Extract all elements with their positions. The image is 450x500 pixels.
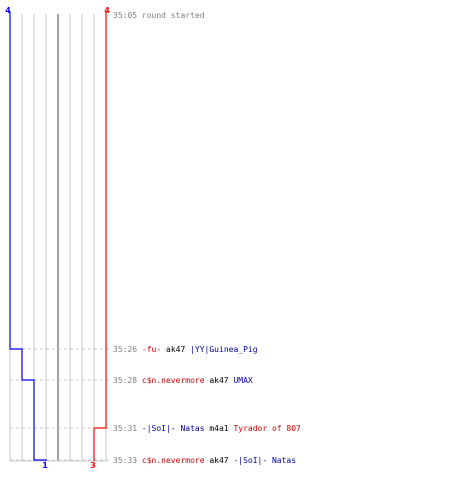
event-row: 35:31 -|SoI|- Natas m4a1 Tyrador of 807 <box>113 424 301 433</box>
blue-team-line <box>9 12 47 461</box>
red-team-line <box>93 12 107 461</box>
event-weapon: ak47 <box>205 376 229 385</box>
blue-start-count: 4 <box>5 6 11 15</box>
grid <box>9 14 107 462</box>
event-weapon: m4a1 <box>205 424 229 433</box>
event-victim: |YY|Guinea_Pig <box>185 345 257 354</box>
event-victim: -|SoI|- Natas <box>229 456 297 465</box>
event-killer: -|SoI|- Natas <box>137 424 205 433</box>
blue-end-count: 1 <box>42 461 48 470</box>
event-time: 35:26 <box>113 345 137 354</box>
event-time: 35:33 <box>113 456 137 465</box>
event-killer: -fu- <box>137 345 161 354</box>
event-killer: c$n.nevermore <box>137 456 205 465</box>
red-end-count: 3 <box>90 461 96 470</box>
event-row: 35:05 round started <box>113 11 205 20</box>
event-row: 35:26 -fu- ak47 |YY|Guinea_Pig <box>113 345 258 354</box>
event-row: 35:33 c$n.nevermore ak47 -|SoI|- Natas <box>113 456 296 465</box>
red-start-count: 4 <box>104 6 110 15</box>
event-row: 35:28 c$n.nevermore ak47 UMAX <box>113 376 253 385</box>
event-victim: UMAX <box>229 376 253 385</box>
event-text: round started <box>137 11 205 20</box>
event-time: 35:05 <box>113 11 137 20</box>
event-time: 35:31 <box>113 424 137 433</box>
event-weapon: ak47 <box>161 345 185 354</box>
event-victim: Tyrador of 807 <box>229 424 301 433</box>
event-killer: c$n.nevermore <box>137 376 205 385</box>
event-time: 35:28 <box>113 376 137 385</box>
event-weapon: ak47 <box>205 456 229 465</box>
